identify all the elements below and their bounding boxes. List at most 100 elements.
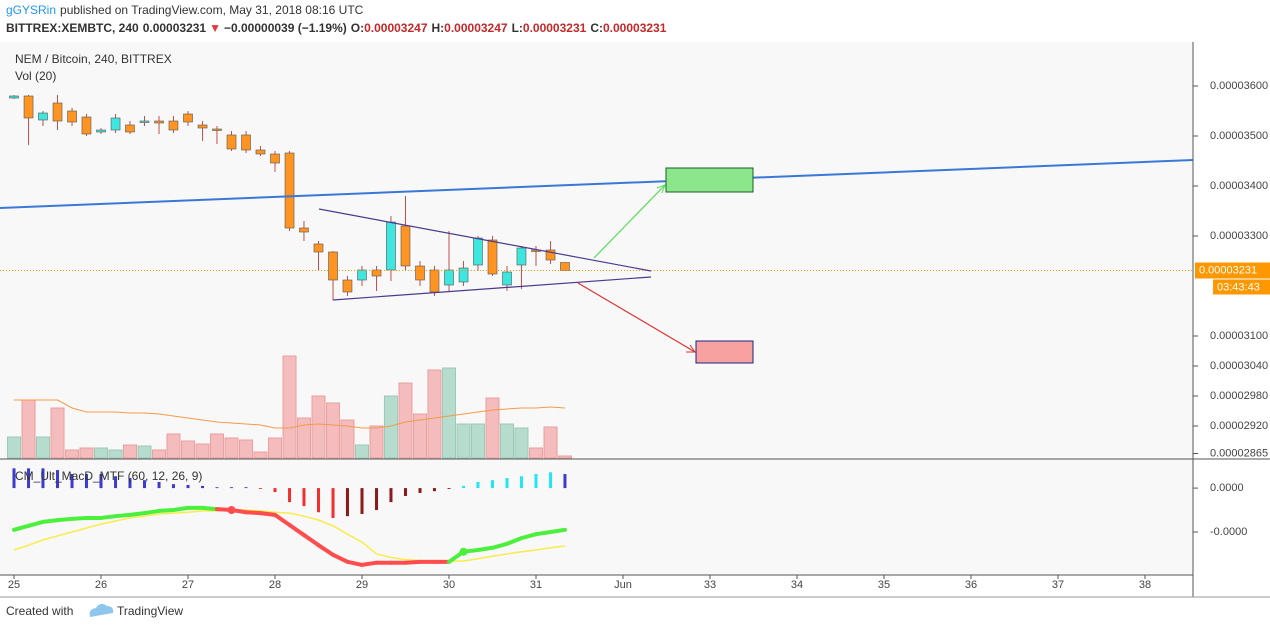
chart-title: NEM / Bitcoin, 240, BITTREX [15, 52, 172, 66]
macd-histogram-bar [41, 468, 45, 489]
target-box[interactable] [665, 167, 754, 193]
candle-body [81, 116, 92, 135]
o: 0.00003247 [364, 21, 428, 35]
macd-line-segment [272, 512, 292, 527]
trend-line[interactable] [0, 159, 1194, 209]
macd-line-segment [229, 508, 249, 515]
macd-line-segment [301, 533, 321, 548]
stop-box[interactable] [695, 340, 754, 364]
macd-line-segment [519, 532, 538, 541]
macd-histogram-bar [99, 474, 103, 489]
macd-line-segment [200, 505, 219, 512]
candle-body [415, 265, 425, 281]
candle-body [342, 279, 353, 293]
x-tick-label: 27 [182, 579, 194, 591]
candle-body [371, 269, 382, 277]
candle-body [284, 152, 295, 229]
macd-histogram-bar [316, 488, 320, 513]
macd-histogram-bar [27, 468, 31, 489]
macd-histogram-bar [563, 474, 567, 489]
macd-line-segment [40, 518, 60, 524]
macd-histogram-bar [490, 480, 494, 489]
volume-bar [514, 427, 529, 459]
candle-body [212, 128, 222, 131]
volume-bar [79, 447, 94, 459]
footer-created: Created with [6, 604, 73, 618]
candle-body [67, 110, 77, 123]
macd-histogram-bar [432, 488, 436, 492]
macd-line-segment [26, 519, 45, 528]
author[interactable]: gGYSRin [6, 3, 56, 17]
volume-bar [108, 449, 123, 459]
x-tick-label: Jun [614, 579, 632, 591]
h-label: H: [432, 21, 445, 35]
arrow: ▼ [209, 21, 221, 35]
symbol: BITTREX:XEMBTC, 240 [6, 21, 139, 35]
volume-bar [21, 399, 36, 459]
x-tick-label: 30 [443, 579, 455, 591]
triangle-upper[interactable] [318, 208, 652, 272]
candle-body [226, 134, 237, 150]
published: published on TradingView.com, May 31, 20… [60, 3, 364, 17]
candle-body [168, 120, 179, 131]
macd-line-segment [461, 547, 480, 554]
triangle-lower[interactable] [332, 276, 652, 301]
macd-histogram-bar [114, 476, 118, 489]
macd-line-segment [287, 522, 306, 538]
candle-body [299, 227, 309, 233]
x-tick-label: 33 [704, 579, 716, 591]
macd-histogram-bar [258, 488, 262, 489]
c: 0.00003231 [603, 21, 667, 35]
x-tick-label: 36 [965, 579, 977, 591]
macd-histogram-bar [171, 484, 175, 489]
candle-body [429, 269, 440, 293]
candle-body [52, 102, 63, 122]
macd-histogram-bar [360, 488, 364, 514]
macd-signal [13, 508, 566, 562]
macd-line-segment [55, 516, 75, 523]
volume-ma [14, 399, 565, 429]
candle-body [125, 124, 135, 133]
macd-histogram-bar [375, 488, 379, 511]
macd-line-segment [99, 514, 118, 520]
y-tick-label: 0.00003040 [1210, 360, 1268, 372]
x-tick-label: 35 [878, 579, 890, 591]
macd-histogram-bar [56, 470, 60, 489]
volume-bar [398, 382, 413, 459]
l-label: L: [512, 21, 523, 35]
up-arrow[interactable] [593, 184, 666, 259]
macd-histogram-bar [331, 488, 335, 518]
macd-line-segment [403, 559, 423, 565]
x-tick-label: 34 [791, 579, 803, 591]
volume-bar [311, 395, 326, 459]
volume-bar [326, 402, 341, 459]
candle-body [183, 113, 193, 123]
price-label: 0.00003231 [1199, 264, 1257, 276]
volume-bar [557, 455, 572, 459]
macd-histogram-bar [128, 477, 132, 489]
macd-line-segment [258, 511, 277, 517]
macd-histogram-bar [273, 488, 277, 493]
candle-body [23, 95, 34, 119]
down-arrow[interactable] [577, 282, 696, 353]
volume-bar [166, 433, 181, 459]
change: −0.00000039 (−1.19%) [224, 21, 347, 35]
countdown-box [1213, 279, 1270, 295]
plot-background [0, 42, 1193, 575]
volume-bar [528, 447, 543, 459]
macd-histogram-bar [447, 488, 451, 489]
volume-bar [413, 413, 428, 459]
footer-brand[interactable]: TradingView [117, 604, 183, 618]
macd-line-segment [316, 543, 336, 557]
y-tick-label: 0.00003400 [1210, 180, 1268, 192]
candle-body [38, 112, 48, 121]
candle-body [400, 225, 411, 267]
candle-body [197, 124, 208, 129]
candle-body [313, 243, 324, 253]
x-tick-label: 37 [1052, 579, 1064, 591]
volume-bar [282, 355, 297, 459]
macd-line-segment [70, 515, 89, 521]
candle-body [139, 120, 150, 123]
macd-histogram-bar [519, 476, 523, 489]
